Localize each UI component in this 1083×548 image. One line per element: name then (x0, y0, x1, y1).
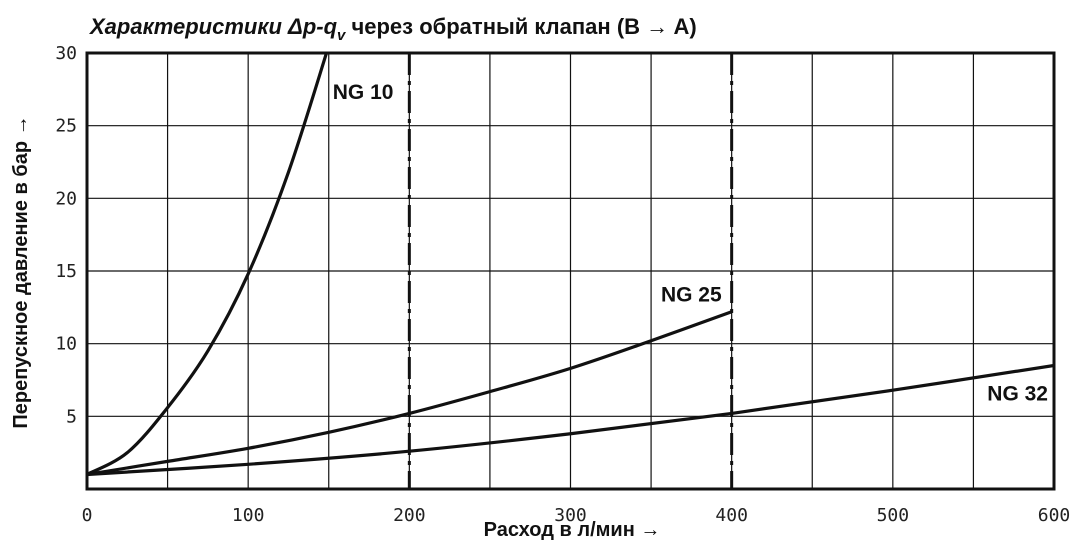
x-tick-label: 0 (82, 505, 93, 526)
x-tick-label: 400 (715, 505, 748, 526)
series-line-ng25 (87, 310, 733, 477)
y-tick-label: 5 (66, 406, 77, 427)
series-label-ng25: NG 25 (661, 284, 722, 307)
tick-labels: 0 100 200 300 400 500 600 5 10 15 20 25 30 (55, 43, 1070, 526)
y-tick-label: 30 (55, 43, 77, 64)
y-axis-label: Перепускное давление в бар → (10, 115, 32, 428)
plot-frame (85, 51, 1056, 491)
series-labels: NG 10 NG 25 NG 32 (333, 81, 1048, 405)
x-axis-label: Расход в л/мин → (484, 519, 661, 541)
series-label-ng32: NG 32 (987, 382, 1048, 405)
x-tick-label: 100 (232, 505, 265, 526)
series-line-ng10 (87, 53, 329, 476)
chart-title-italic: Характеристики Δp-q (88, 14, 338, 39)
series-line-ng32 (87, 363, 1054, 477)
x-tick-label: 300 (554, 505, 587, 526)
y-tick-label: 15 (55, 261, 77, 282)
y-tick-label: 10 (55, 334, 77, 355)
series-label-ng10: NG 10 (333, 81, 394, 104)
series-curves (87, 53, 1054, 477)
y-tick-label: 20 (55, 188, 77, 209)
chart-title-rest: через обратный клапан (B → A) (345, 14, 696, 39)
grid (87, 53, 1054, 489)
y-tick-label: 25 (55, 116, 77, 137)
x-tick-label: 200 (393, 505, 426, 526)
chart-title: Характеристики Δp-qv через обратный клап… (88, 14, 697, 44)
chart-title-subscript: v (337, 27, 347, 44)
x-tick-label: 500 (877, 505, 910, 526)
limit-lines (407, 53, 734, 489)
x-tick-label: 600 (1038, 505, 1071, 526)
